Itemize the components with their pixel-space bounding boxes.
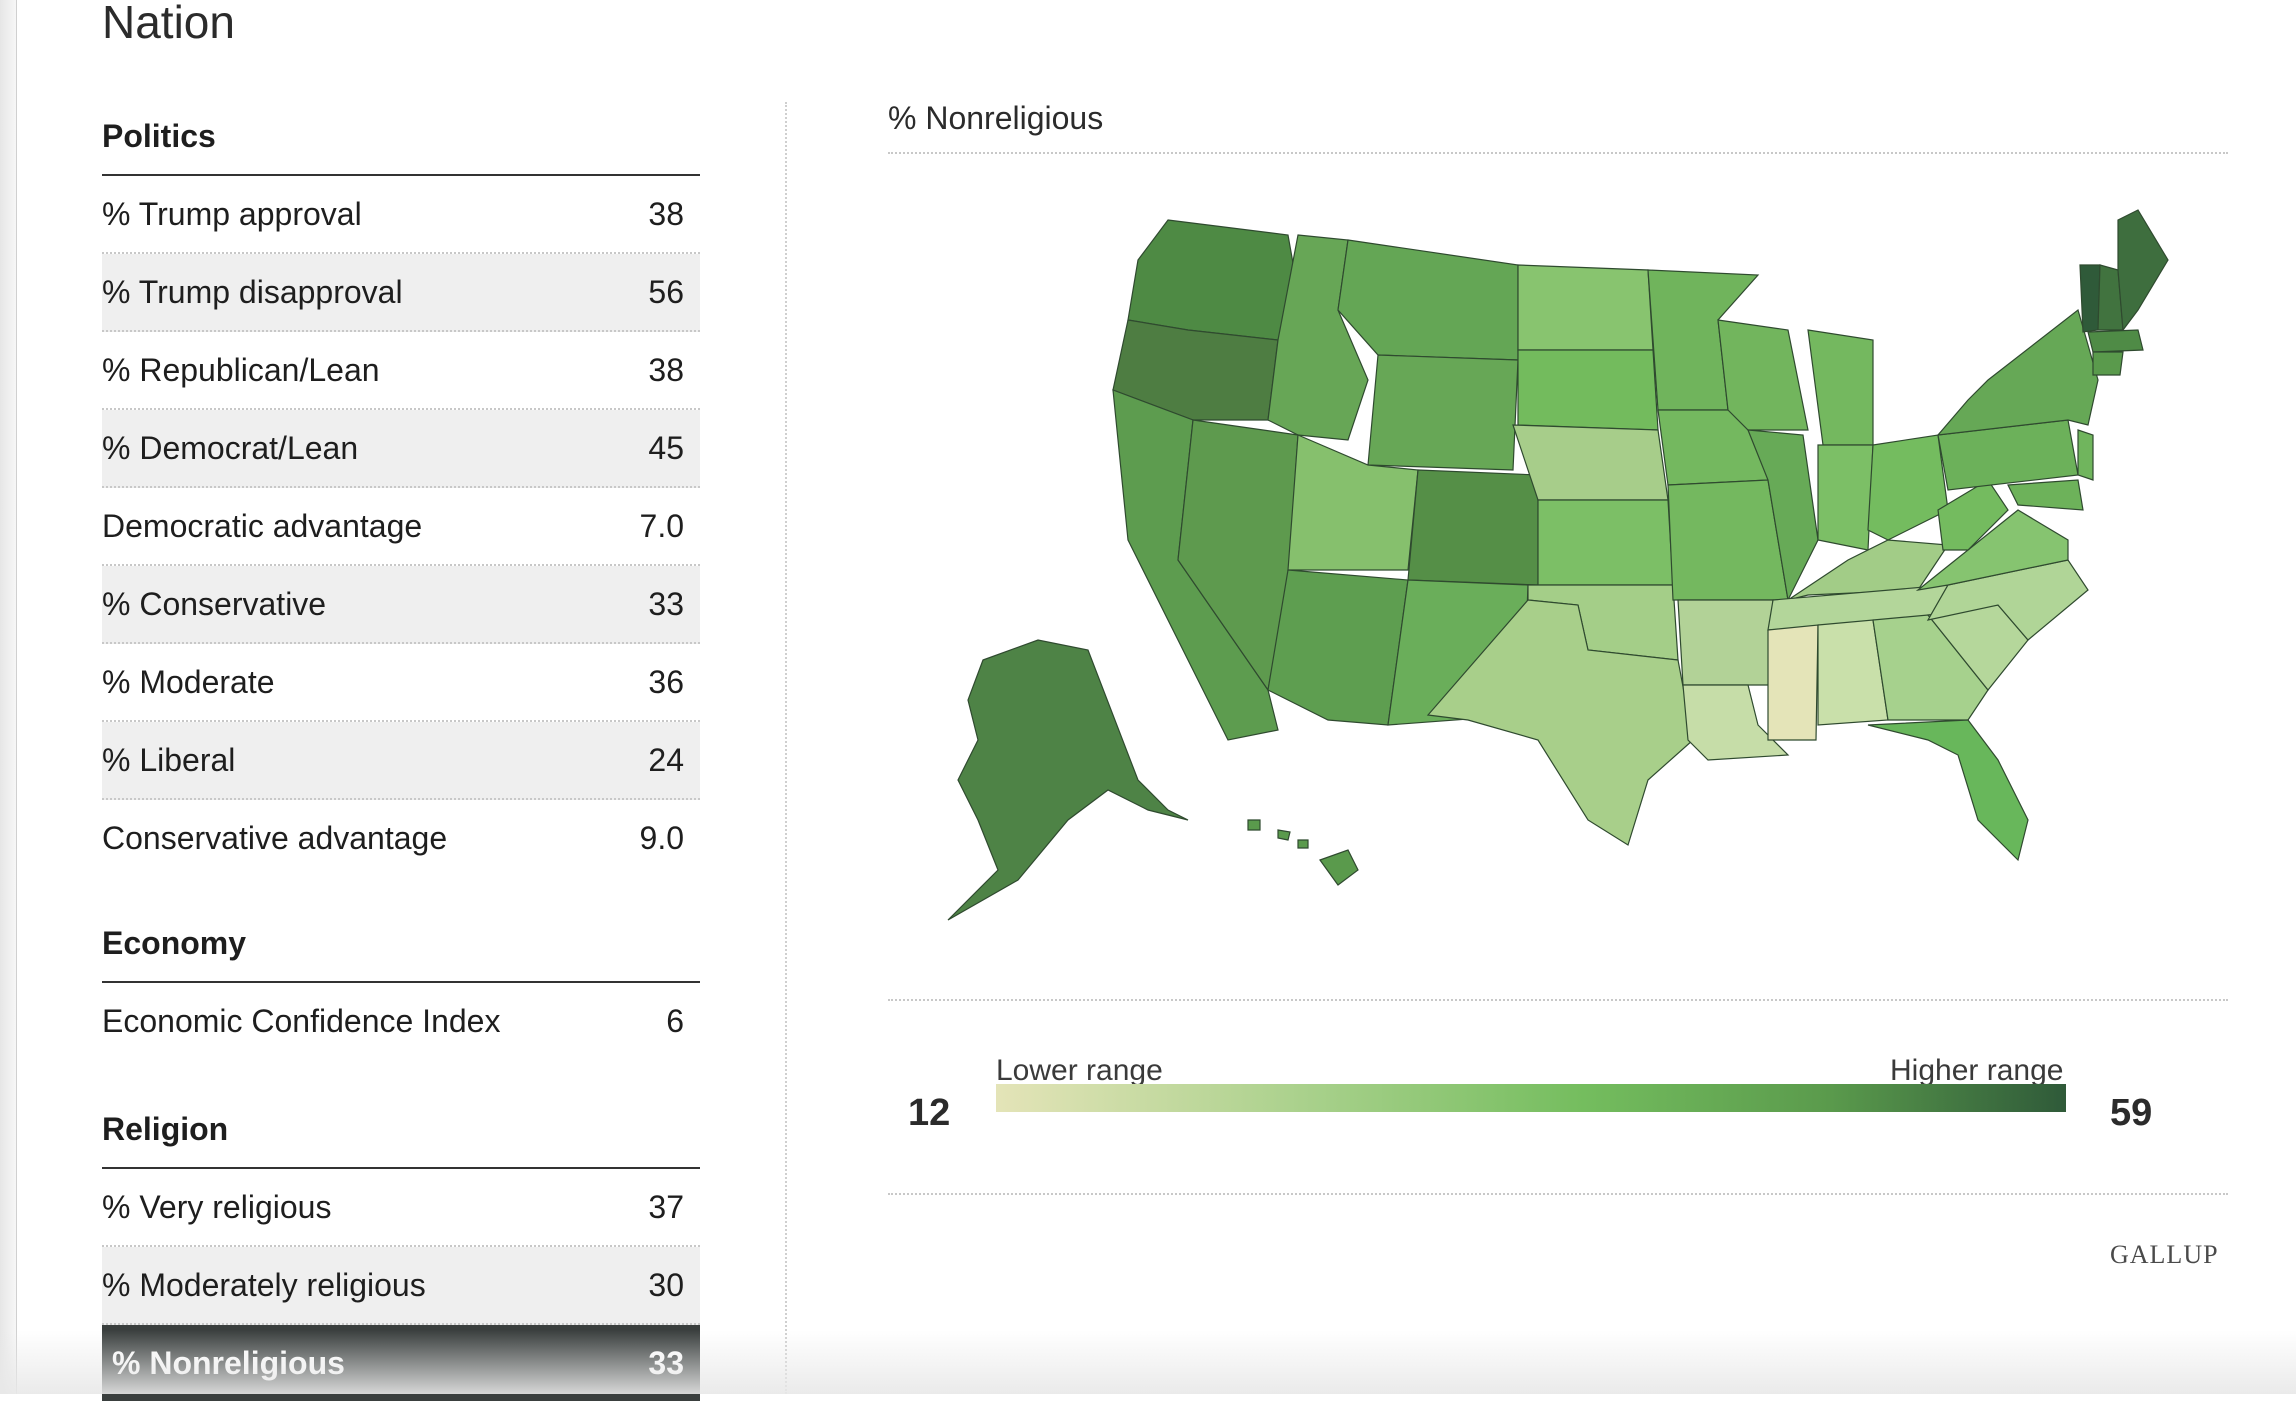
state-north-dakota[interactable] [1517,264,1654,351]
metric-value: 36 [648,663,684,700]
metric-row-democratic-advantage[interactable]: Democratic advantage 7.0 [102,488,700,566]
state-wisconsin[interactable] [1717,319,1809,431]
state-missouri[interactable] [1667,479,1789,601]
section-religion: Religion % Very religious 37 % Moderately… [102,1111,700,1401]
metric-row-republican-lean[interactable]: % Republican/Lean 38 [102,332,700,410]
metric-label: % Moderate [102,663,275,700]
map-states [947,209,2169,921]
metric-value: 24 [648,741,684,778]
metric-label: % Conservative [102,585,327,622]
metric-value: 7.0 [639,507,684,544]
metric-row-trump-approval[interactable]: % Trump approval 38 [102,176,700,254]
metric-value: 33 [648,585,684,622]
metric-row-moderately-religious[interactable]: % Moderately religious 30 [102,1247,700,1325]
state-maryland[interactable] [2007,479,2084,511]
metric-label: % Liberal [102,741,236,778]
state-vermont[interactable] [2079,264,2101,333]
state-indiana[interactable] [1817,444,1874,551]
state-south-dakota[interactable] [1517,349,1659,431]
state-illinois[interactable] [1747,429,1819,602]
panel-divider [785,102,787,1394]
metric-label: Economic Confidence Index [102,1002,501,1039]
state-new-york[interactable] [1936,308,2099,436]
us-choropleth-map [888,180,2228,960]
metric-value: 56 [648,273,684,310]
state-kansas[interactable] [1537,499,1674,586]
metric-row-moderate[interactable]: % Moderate 36 [102,644,700,722]
metric-value: 33 [648,1344,684,1381]
metric-value: 45 [648,429,684,466]
state-massachusetts[interactable] [2087,329,2144,353]
metric-row-economic-confidence[interactable]: Economic Confidence Index 6 [102,983,700,1059]
us-map-svg [947,209,2169,921]
legend-max-value: 59 [2110,1092,2153,1134]
state-georgia[interactable] [1872,614,1989,721]
page-title: Nation [102,0,235,48]
metric-value: 38 [648,351,684,388]
legend-color-ramp [996,1084,2066,1112]
metric-row-liberal[interactable]: % Liberal 24 [102,722,700,800]
metric-label: Democratic advantage [102,507,423,544]
metric-row-nonreligious[interactable]: % Nonreligious 33 [102,1325,700,1401]
section-heading: Politics [102,118,700,176]
section-economy: Economy Economic Confidence Index 6 [102,925,700,1059]
state-mississippi[interactable] [1767,624,1819,741]
state-ohio[interactable] [1867,434,1949,541]
legend-bottom-rule [888,1193,2228,1195]
state-texas[interactable] [1426,599,1694,846]
legend-top-rule [888,999,2228,1001]
metric-label: % Very religious [102,1188,332,1225]
metric-label: % Trump approval [102,195,362,232]
metric-label: % Republican/Lean [102,351,380,388]
metric-row-conservative[interactable]: % Conservative 33 [102,566,700,644]
state-maine[interactable] [2117,209,2169,332]
metric-label: % Trump disapproval [102,273,403,310]
legend-min-value: 12 [908,1092,951,1134]
metric-label: % Nonreligious [112,1344,345,1381]
section-heading: Religion [102,1111,700,1169]
state-florida[interactable] [1867,719,2029,862]
state-arkansas[interactable] [1677,599,1774,686]
metric-value: 6 [666,1002,684,1039]
map-title: % Nonreligious [888,100,1104,136]
window-edge [0,0,17,1394]
state-hawaii[interactable] [1319,849,1359,886]
state-michigan[interactable] [1807,329,1874,446]
metric-row-trump-disapproval[interactable]: % Trump disapproval 56 [102,254,700,332]
state-louisiana[interactable] [1682,684,1790,761]
state-hawaii-islands[interactable] [1247,819,1309,849]
state-connecticut[interactable] [2092,351,2124,376]
metric-label: % Democrat/Lean [102,429,359,466]
state-arizona[interactable] [1267,569,1409,726]
metric-label: Conservative advantage [102,819,448,856]
metric-value: 9.0 [639,819,684,856]
metric-label: % Moderately religious [102,1266,426,1303]
state-alaska[interactable] [947,639,1189,921]
state-washington[interactable] [1127,219,1297,341]
metric-value: 38 [648,195,684,232]
legend-lower-label: Lower range [996,1054,1163,1087]
state-wyoming[interactable] [1367,354,1519,471]
metric-value: 37 [648,1188,684,1225]
metric-row-democrat-lean[interactable]: % Democrat/Lean 45 [102,410,700,488]
metric-row-conservative-advantage[interactable]: Conservative advantage 9.0 [102,800,700,876]
section-heading: Economy [102,925,700,983]
state-colorado[interactable] [1407,469,1539,586]
section-politics: Politics % Trump approval 38 % Trump disa… [102,118,700,876]
gallup-logo: GALLUP [2110,1240,2219,1269]
map-top-rule [888,152,2228,154]
state-montana[interactable] [1337,239,1519,361]
metric-value: 30 [648,1266,684,1303]
state-nebraska[interactable] [1512,424,1669,501]
metric-row-very-religious[interactable]: % Very religious 37 [102,1169,700,1247]
state-new-jersey[interactable] [2077,429,2094,481]
legend-higher-label: Higher range [1890,1054,2064,1087]
